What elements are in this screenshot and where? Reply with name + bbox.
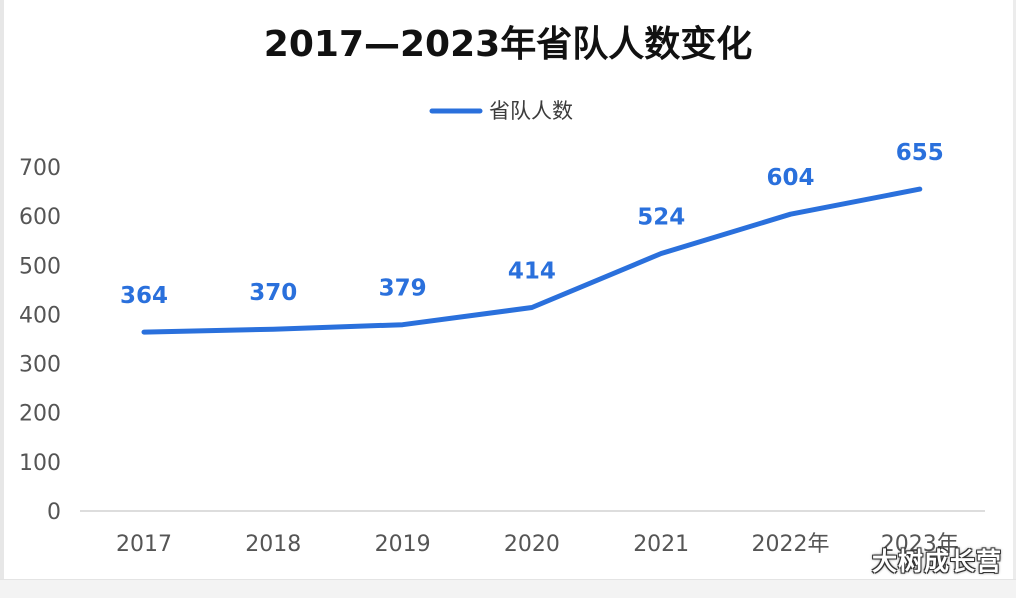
x-tick-label: 2023年 — [881, 532, 959, 557]
series-line — [141, 186, 923, 335]
x-tick-label: 2021 — [633, 532, 689, 557]
frame-right-edge — [1013, 0, 1016, 598]
data-label: 524 — [637, 204, 685, 230]
series-line-group — [141, 186, 923, 335]
x-axis-ticks: 2017 2018 2019 2020 2021 2022年 2023年 — [116, 532, 959, 557]
x-tick-label: 2022年 — [752, 532, 830, 557]
y-tick-label: 600 — [19, 205, 61, 230]
y-tick-label: 100 — [19, 451, 61, 476]
frame-bottom-edge — [0, 579, 1016, 598]
data-label: 604 — [766, 165, 814, 191]
data-label: 370 — [249, 280, 297, 306]
y-tick-label: 300 — [19, 353, 61, 378]
legend: 省队人数 — [429, 99, 573, 123]
x-tick-label: 2019 — [375, 532, 431, 557]
x-tick-label: 2017 — [116, 532, 172, 557]
y-tick-label: 0 — [47, 500, 61, 525]
data-label: 414 — [508, 259, 556, 285]
y-tick-label: 700 — [19, 156, 61, 181]
data-label: 364 — [120, 283, 168, 309]
data-label: 379 — [379, 276, 427, 302]
x-tick-label: 2018 — [245, 532, 301, 557]
y-tick-label: 200 — [19, 402, 61, 427]
y-tick-label: 500 — [19, 254, 61, 279]
legend-label: 省队人数 — [489, 99, 573, 123]
frame-left-edge — [0, 0, 4, 598]
chart-title: 2017—2023年省队人数变化 — [264, 23, 752, 65]
y-tick-label: 400 — [19, 303, 61, 328]
drop-lines — [143, 189, 921, 511]
y-axis-ticks: 0 100 200 300 400 500 600 700 — [19, 156, 61, 525]
x-tick-label: 2020 — [504, 532, 560, 557]
data-label: 655 — [896, 140, 944, 166]
data-labels: 364 370 379 414 524 604 655 — [120, 140, 944, 309]
watermark: 大树成长营 — [871, 547, 1002, 576]
